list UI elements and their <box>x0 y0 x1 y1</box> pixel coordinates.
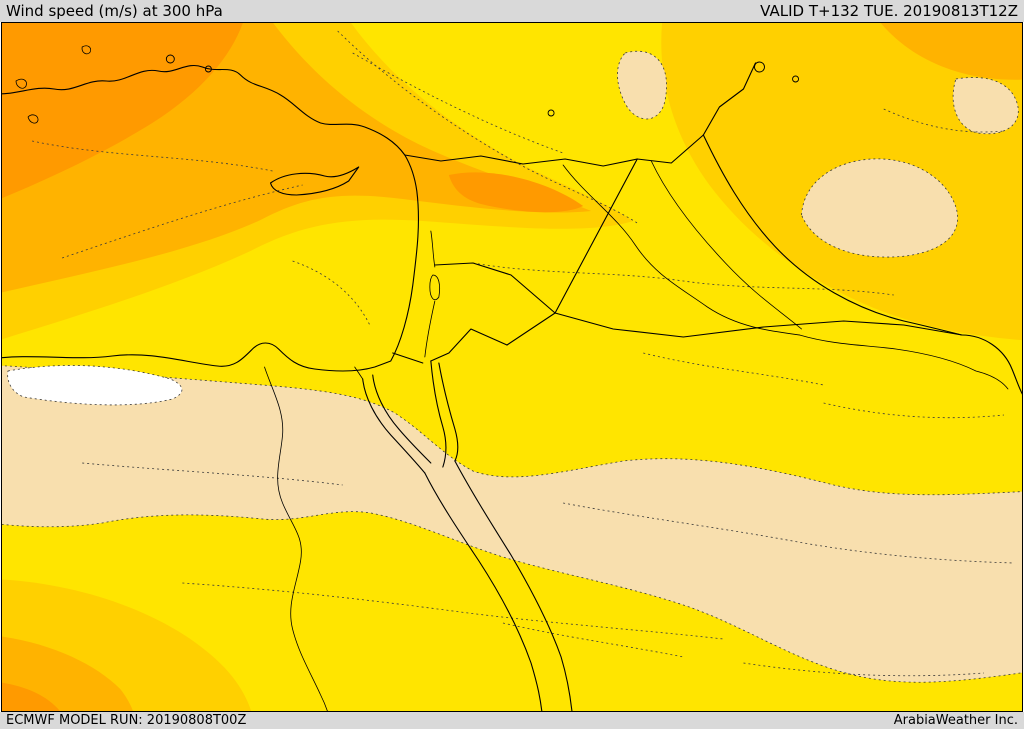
coastline-red-sea-east <box>454 460 573 711</box>
band-deep-orange-northwest <box>2 23 243 199</box>
contour-line <box>643 352 824 386</box>
valid-time-label: VALID T+132 TUE. 20190813T12Z <box>760 2 1018 20</box>
coastline-red-sea-west <box>424 472 543 711</box>
river-shatt-al-arab <box>799 334 1009 390</box>
map-title: Wind speed (m/s) at 300 hPa <box>6 2 223 20</box>
coastline-persian-gulf <box>961 334 1022 395</box>
border-turkey-syria-iraq <box>404 134 704 167</box>
contour-line <box>743 662 984 677</box>
river-euphrates <box>562 164 800 336</box>
border-jordan-saudi <box>430 328 508 362</box>
border-jordan-syria <box>434 262 556 314</box>
band-tan-patch-northeast <box>801 158 958 258</box>
attribution-label: ArabiaWeather Inc. <box>893 713 1018 728</box>
lake-icon <box>792 75 800 83</box>
wind-speed-map <box>2 23 1022 711</box>
lake-icon <box>547 109 555 117</box>
contour-line <box>61 184 303 259</box>
footer-bar: ECMWF MODEL RUN: 20190808T00Z ArabiaWeat… <box>0 712 1024 729</box>
contour-fill-bands <box>2 23 1022 711</box>
border-syria-iraq <box>554 158 638 314</box>
contour-line <box>292 260 372 328</box>
border-turkey-iran <box>702 62 757 136</box>
coastline-mediterranean <box>2 65 420 372</box>
dashed-contour-lines <box>31 30 1014 677</box>
contour-line <box>502 622 684 658</box>
river-tigris <box>650 160 802 330</box>
coastline-gulf-of-suez-west <box>362 378 426 474</box>
river-nile <box>264 366 328 711</box>
band-white-egypt-coast <box>7 365 183 406</box>
contour-line <box>563 502 1014 564</box>
lakes <box>165 54 800 117</box>
band-deep-orange-cyprus-streak <box>448 172 584 213</box>
border-jordan-river <box>430 230 436 268</box>
border-jordan-iraq <box>506 312 556 346</box>
contour-line <box>182 582 724 640</box>
border-israel-egypt <box>392 352 424 364</box>
country-borders <box>2 45 1022 711</box>
border-iran-iraq <box>702 134 963 336</box>
band-orange-northeast-corner <box>880 23 1022 80</box>
contour-line <box>337 30 638 224</box>
border-saudi-iraq <box>554 312 963 338</box>
band-deep-orange-southwest <box>2 682 60 711</box>
coastline-dead-sea <box>429 274 441 301</box>
lake-icon <box>204 65 212 73</box>
lake-icon <box>165 54 175 64</box>
contour-line <box>31 140 273 172</box>
contour-line <box>823 402 1005 419</box>
rivers <box>264 160 1009 711</box>
model-run-label: ECMWF MODEL RUN: 20190808T00Z <box>6 713 247 728</box>
band-tan-patch-right-edge <box>952 77 1019 135</box>
header-bar: Wind speed (m/s) at 300 hPa VALID T+132 … <box>0 0 1024 22</box>
coastline-suez-canal <box>354 366 364 380</box>
coastline-gulf-of-aqaba-east <box>438 362 459 462</box>
coastline-gulf-of-aqaba-west <box>430 360 447 468</box>
map-area <box>1 22 1023 712</box>
coastline-cyprus <box>269 166 360 196</box>
band-tan-central-belt <box>2 365 1022 683</box>
coastline-gulf-of-suez-east <box>372 374 432 464</box>
lake-icon <box>754 61 765 73</box>
border-wadi-araba <box>424 300 436 358</box>
coastline-islands <box>15 45 92 124</box>
band-tan-patch-top-center <box>617 51 667 120</box>
